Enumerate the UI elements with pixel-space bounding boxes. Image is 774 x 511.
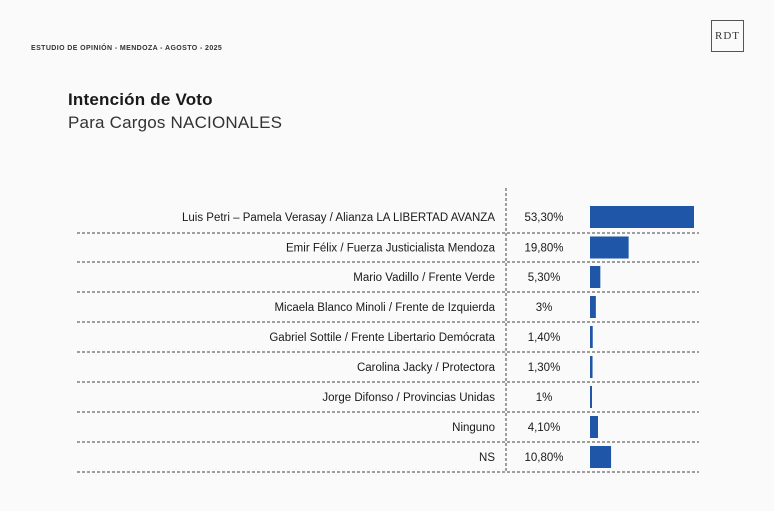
value-label: 1,30% [528, 362, 561, 374]
value-label: 19,80% [524, 243, 563, 255]
bar [590, 446, 612, 468]
bar [590, 416, 598, 438]
study-note: ESTUDIO DE OPINIÓN - MENDOZA - AGOSTO - … [31, 45, 223, 52]
logo-text: RDT [715, 30, 740, 42]
value-label: 1% [536, 392, 553, 404]
bar [590, 386, 592, 408]
value-label: 3% [536, 302, 553, 314]
category-label: Ninguno [452, 422, 495, 434]
bar [590, 266, 601, 288]
category-label: Micaela Blanco Minoli / Frente de Izquie… [274, 302, 495, 314]
category-label: NS [479, 452, 495, 464]
category-label: Gabriel Sottile / Frente Libertario Demó… [269, 332, 495, 344]
value-label: 53,30% [524, 212, 563, 224]
bar [590, 326, 593, 348]
bar [590, 206, 694, 228]
category-label: Carolina Jacky / Protectora [357, 362, 496, 374]
bar [590, 236, 629, 259]
chart-subtitle: Para Cargos NACIONALES [68, 113, 283, 132]
value-label: 5,30% [528, 272, 561, 284]
category-label: Luis Petri – Pamela Verasay / Alianza LA… [182, 212, 495, 224]
category-label: Emir Félix / Fuerza Justicialista Mendoz… [286, 243, 496, 255]
category-label: Jorge Difonso / Provincias Unidas [322, 392, 495, 404]
chart-title: Intención de Voto [68, 90, 213, 109]
value-label: 10,80% [524, 452, 563, 464]
value-label: 1,40% [528, 332, 561, 344]
rdt-logo: RDT [711, 20, 744, 52]
value-label: 4,10% [528, 422, 561, 434]
bar [590, 356, 593, 378]
bar [590, 296, 596, 318]
category-label: Mario Vadillo / Frente Verde [353, 272, 495, 284]
